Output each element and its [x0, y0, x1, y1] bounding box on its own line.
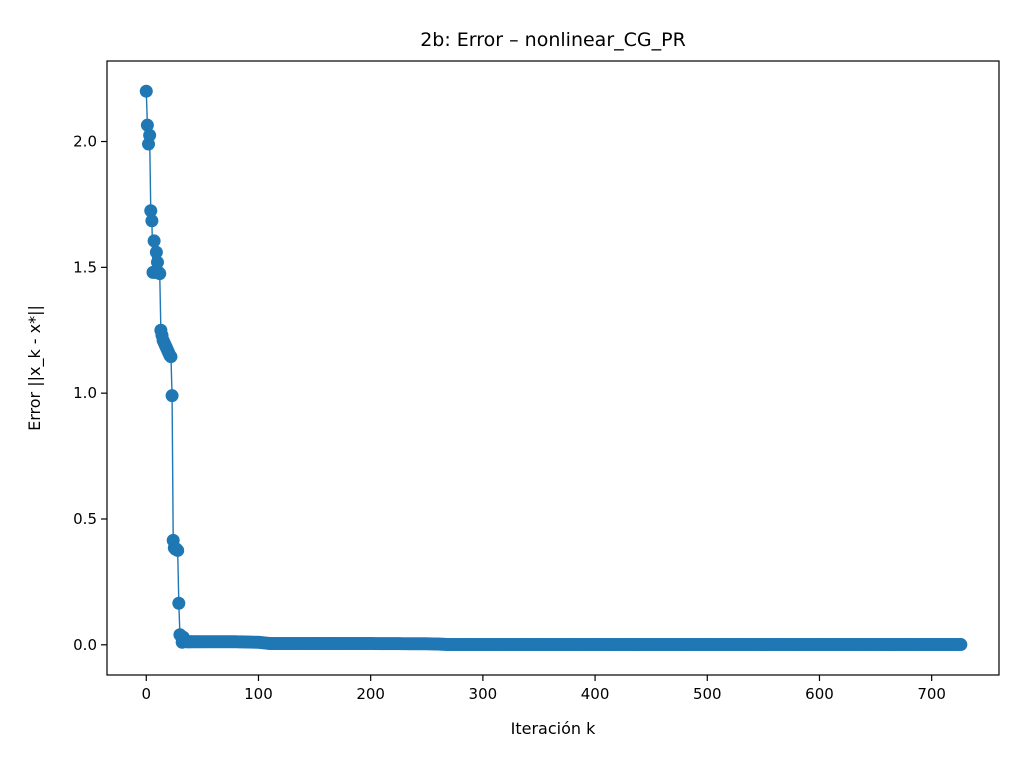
x-tick-label: 100	[244, 685, 273, 703]
y-tick-label: 1.5	[73, 258, 97, 276]
y-tick-label: 1.0	[73, 384, 97, 402]
y-tick-label: 2.0	[73, 133, 97, 151]
x-tick-label: 400	[581, 685, 610, 703]
data-point	[143, 128, 157, 142]
data-point	[149, 245, 163, 259]
plot-frame	[106, 60, 1000, 676]
x-tick-label: 200	[356, 685, 385, 703]
x-tick-label: 600	[805, 685, 834, 703]
data-point	[144, 204, 158, 218]
x-tick-label: 0	[141, 685, 151, 703]
x-tick-label: 500	[693, 685, 722, 703]
data-point	[153, 267, 167, 281]
y-axis: 0.0 0.5 1.0 1.5 2.0	[73, 133, 107, 654]
data-point	[164, 350, 178, 364]
chart-title: 2b: Error – nonlinear_CG_PR	[420, 29, 686, 51]
data-point	[165, 389, 179, 403]
data-point	[172, 596, 186, 610]
data-point	[147, 234, 161, 248]
y-tick-label: 0.0	[73, 636, 97, 654]
y-tick-label: 0.5	[73, 510, 97, 528]
x-tick-label: 700	[917, 685, 946, 703]
x-tick-label: 300	[469, 685, 498, 703]
plot-area	[139, 84, 968, 652]
y-axis-label: Error ||x_k - x*||	[25, 305, 45, 431]
data-point	[140, 118, 154, 132]
data-point	[150, 255, 164, 269]
x-axis-label: Iteración k	[511, 719, 596, 738]
data-point	[954, 638, 968, 652]
data-point	[171, 543, 185, 557]
x-axis: 0 100 200 300 400 500 600 700	[141, 675, 946, 703]
data-point	[145, 214, 159, 228]
data-point	[139, 84, 153, 98]
